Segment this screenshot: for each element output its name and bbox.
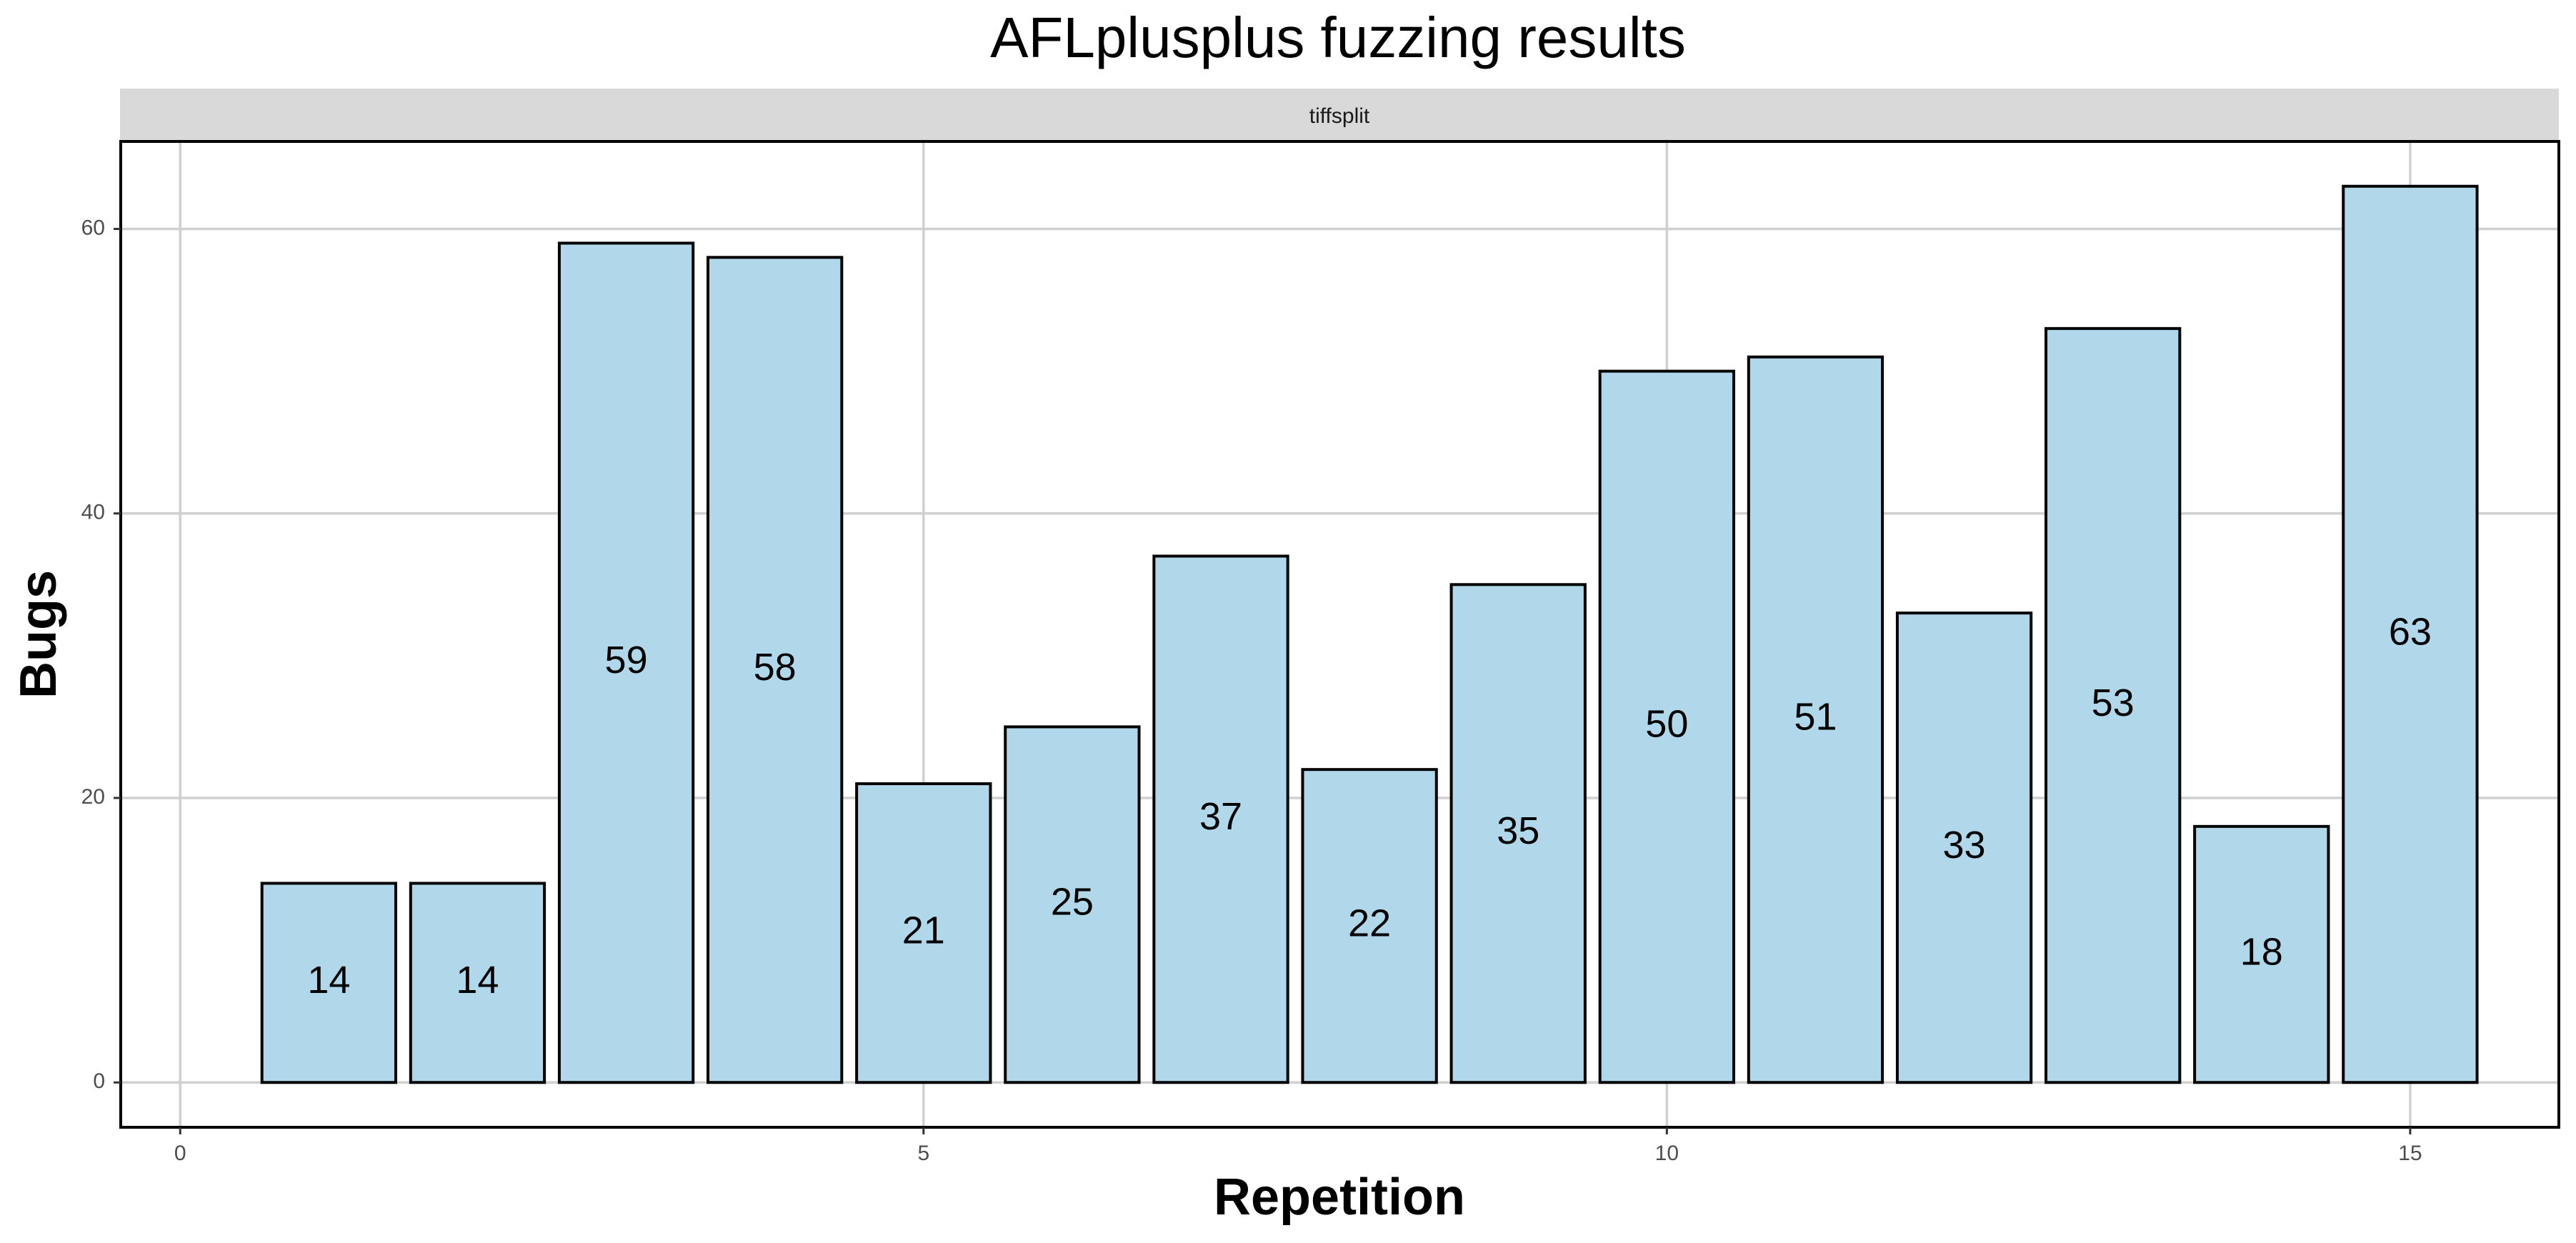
bar-4 (707, 256, 844, 1084)
plot-panel-border (119, 140, 2560, 1129)
bar-label-12: 33 (1943, 824, 1986, 867)
bar-11 (1747, 355, 1884, 1084)
bar-label-10: 50 (1645, 703, 1688, 746)
bar-label-1: 14 (307, 959, 350, 1002)
bar-label-2: 14 (456, 959, 499, 1002)
facet-strip-label: tiffsplit (1309, 104, 1370, 128)
facet-strip (120, 89, 2559, 141)
bar-label-6: 25 (1051, 881, 1094, 924)
bar-10 (1598, 369, 1735, 1084)
bar-13 (2045, 326, 2182, 1084)
bar-label-7: 37 (1199, 795, 1242, 838)
bars (260, 184, 2479, 1084)
y-tick-label-60: 60 (81, 216, 105, 239)
y-axis: 0 20 40 60 (81, 216, 121, 1093)
y-axis-title: Bugs (10, 570, 67, 699)
bar-2 (409, 882, 546, 1084)
y-tick-label-0: 0 (93, 1069, 105, 1093)
x-axis-title: Repetition (1214, 1169, 1465, 1226)
bar-label-13: 53 (2092, 682, 2135, 724)
y-tick-label-20: 20 (81, 785, 105, 809)
bar-6 (1004, 725, 1141, 1084)
y-tick-label-40: 40 (81, 501, 105, 524)
bar-label-11: 51 (1794, 696, 1837, 739)
bar-label-4: 58 (754, 646, 797, 689)
bar-7 (1152, 554, 1289, 1084)
x-axis: 0 5 10 15 (174, 1127, 2422, 1165)
bar-12 (1895, 611, 2033, 1084)
bar-label-5: 21 (902, 909, 945, 952)
bar-1 (260, 882, 398, 1084)
bar-label-9: 35 (1497, 809, 1539, 852)
bar-15 (2342, 184, 2479, 1084)
bar-label-3: 59 (605, 639, 648, 682)
bar-14 (2193, 824, 2330, 1084)
bar-8 (1301, 768, 1438, 1084)
bar-5 (855, 782, 992, 1084)
x-tick-label-10: 10 (1655, 1142, 1679, 1165)
bar-label-15: 63 (2389, 610, 2432, 653)
bar-label-8: 22 (1348, 902, 1391, 944)
bar-label-14: 18 (2240, 930, 2283, 973)
x-tick-label-15: 15 (2398, 1142, 2422, 1165)
x-tick-label-5: 5 (917, 1142, 929, 1165)
bar-3 (557, 241, 695, 1084)
bar-value-labels: 14 14 59 58 21 25 37 22 35 50 51 33 53 18 63 (307, 610, 2432, 1002)
x-tick-label-0: 0 (174, 1142, 186, 1165)
chart-title: AFLplusplus fuzzing results (990, 6, 1686, 69)
bar-9 (1449, 583, 1587, 1084)
